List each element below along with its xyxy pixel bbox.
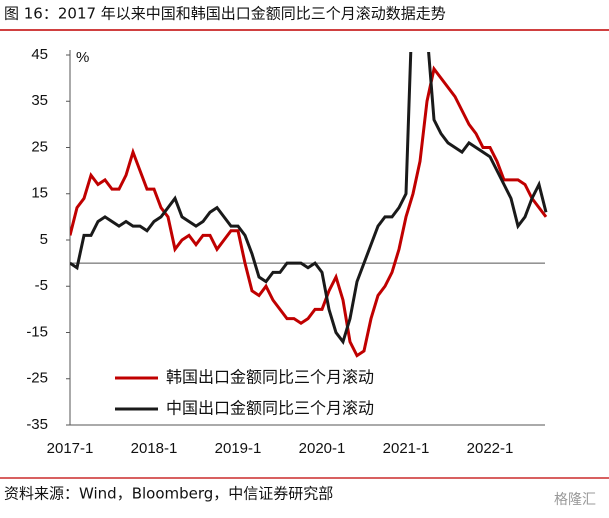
y-tick-label: -35 <box>26 416 48 433</box>
plot: 45 35 25 15 5 -5 -15 -25 -35 2017-1 2018-1 2019-1 20… <box>26 46 548 457</box>
y-tick-label: -15 <box>26 323 48 340</box>
y-tick-label: 5 <box>40 231 48 248</box>
watermark: 格隆汇 <box>554 492 596 508</box>
series-line <box>70 52 548 346</box>
y-tick-label: 35 <box>31 92 48 109</box>
legend-label: 韩国出口金额同比三个月滚动 <box>166 368 374 387</box>
y-tick-label: -25 <box>26 370 48 387</box>
y-tick-label: 15 <box>31 185 48 202</box>
x-tick-label: 2017-1 <box>47 440 94 457</box>
y-tick-label: 25 <box>31 138 48 155</box>
x-tick-label: 2021-1 <box>383 440 430 457</box>
y-unit: % <box>76 49 89 66</box>
x-tick-label: 2018-1 <box>131 440 178 457</box>
legend-label: 中国出口金额同比三个月滚动 <box>166 399 374 418</box>
x-tick-label: 2022-1 <box>467 440 514 457</box>
chart-title: 图 16：2017 年以来中国和韩国出口金额同比三个月滚动数据走势 <box>4 5 446 23</box>
source-note: 资料来源：Wind，Bloomberg，中信证券研究部 <box>4 485 333 503</box>
x-tick-label: 2019-1 <box>215 440 262 457</box>
x-tick-label: 2020-1 <box>299 440 346 457</box>
y-tick-label: 45 <box>31 46 48 63</box>
series-line <box>70 65 548 358</box>
y-tick-label: -5 <box>35 277 48 294</box>
